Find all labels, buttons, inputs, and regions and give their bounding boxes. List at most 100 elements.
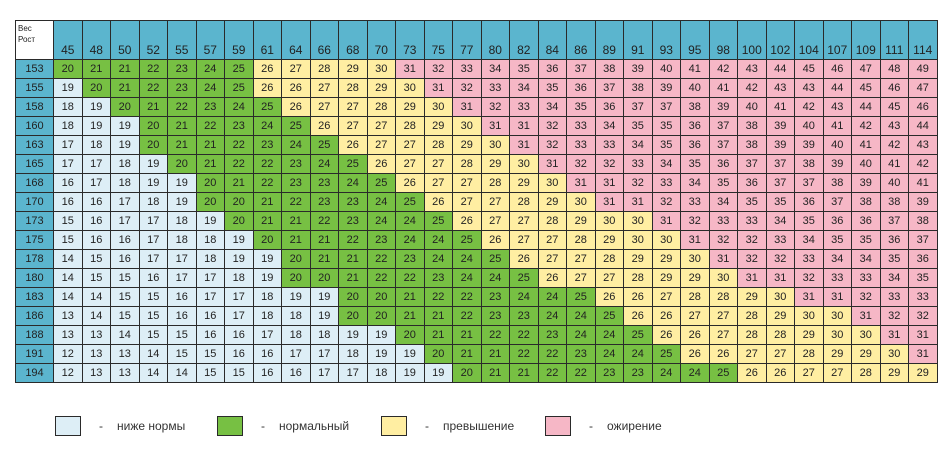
bmi-cell: 31 <box>651 211 681 231</box>
weight-header-109: 109 <box>851 20 881 60</box>
bmi-cell: 33 <box>794 249 824 269</box>
bmi-cell: 31 <box>879 325 909 345</box>
bmi-cell: 28 <box>566 230 596 250</box>
bmi-cell: 38 <box>594 59 624 79</box>
bmi-cell: 29 <box>537 192 567 212</box>
bmi-cell: 29 <box>509 173 539 193</box>
bmi-cell: 26 <box>708 344 738 364</box>
bmi-cell: 24 <box>366 211 396 231</box>
bmi-cell: 19 <box>423 363 453 383</box>
bmi-cell: 39 <box>794 135 824 155</box>
bmi-cell: 19 <box>138 154 168 174</box>
bmi-cell: 27 <box>794 363 824 383</box>
bmi-cell: 17 <box>167 268 197 288</box>
bmi-cell: 30 <box>594 211 624 231</box>
bmi-cell: 31 <box>594 192 624 212</box>
bmi-cell: 29 <box>395 97 425 117</box>
bmi-cell: 16 <box>138 268 168 288</box>
bmi-cell: 19 <box>53 78 83 98</box>
bmi-cell: 27 <box>822 363 852 383</box>
bmi-cell: 21 <box>423 325 453 345</box>
bmi-cell: 20 <box>423 344 453 364</box>
bmi-cell: 20 <box>195 173 225 193</box>
bmi-cell: 17 <box>338 363 368 383</box>
bmi-cell: 17 <box>138 230 168 250</box>
bmi-cell: 16 <box>53 192 83 212</box>
bmi-cell: 31 <box>594 173 624 193</box>
bmi-cell: 34 <box>708 192 738 212</box>
bmi-cell: 27 <box>708 306 738 326</box>
bmi-cell: 36 <box>822 211 852 231</box>
bmi-cell: 27 <box>338 97 368 117</box>
bmi-cell: 17 <box>195 268 225 288</box>
bmi-cell: 28 <box>395 116 425 136</box>
weight-header-111: 111 <box>879 20 909 60</box>
bmi-cell: 40 <box>651 59 681 79</box>
bmi-cell: 32 <box>480 97 510 117</box>
bmi-cell: 19 <box>167 192 197 212</box>
bmi-cell: 21 <box>395 306 425 326</box>
bmi-cell: 14 <box>138 363 168 383</box>
bmi-cell: 26 <box>623 287 653 307</box>
bmi-cell: 30 <box>480 135 510 155</box>
bmi-cell: 37 <box>879 211 909 231</box>
bmi-cell: 29 <box>879 363 909 383</box>
height-label-191: 191 <box>15 344 54 364</box>
weight-header-68: 68 <box>338 20 368 60</box>
bmi-cell: 42 <box>737 78 767 98</box>
bmi-cell: 23 <box>167 78 197 98</box>
bmi-cell: 39 <box>623 59 653 79</box>
bmi-cell: 15 <box>53 211 83 231</box>
bmi-cell: 24 <box>281 135 311 155</box>
bmi-cell: 18 <box>195 230 225 250</box>
bmi-cell: 30 <box>395 78 425 98</box>
bmi-cell: 19 <box>366 325 396 345</box>
weight-header-77: 77 <box>452 20 482 60</box>
bmi-cell: 30 <box>680 249 710 269</box>
weight-header-75: 75 <box>423 20 453 60</box>
bmi-cell: 39 <box>765 116 795 136</box>
bmi-cell: 33 <box>566 135 596 155</box>
height-label-158: 158 <box>15 97 54 117</box>
bmi-cell: 23 <box>281 173 311 193</box>
bmi-cell: 27 <box>509 211 539 231</box>
bmi-cell: 24 <box>366 192 396 212</box>
corner-label-weight: Вес <box>18 24 32 33</box>
bmi-cell: 32 <box>908 306 938 326</box>
height-label-180: 180 <box>15 268 54 288</box>
bmi-cell: 38 <box>879 192 909 212</box>
bmi-cell: 16 <box>53 173 83 193</box>
bmi-cell: 45 <box>879 97 909 117</box>
bmi-cell: 22 <box>480 325 510 345</box>
bmi-cell: 36 <box>851 211 881 231</box>
legend-dash: - <box>589 419 593 433</box>
bmi-cell: 30 <box>623 230 653 250</box>
weight-header-52: 52 <box>138 20 168 60</box>
bmi-cell: 23 <box>594 363 624 383</box>
bmi-cell: 21 <box>395 287 425 307</box>
bmi-cell: 35 <box>537 78 567 98</box>
bmi-cell: 21 <box>224 173 254 193</box>
bmi-cell: 24 <box>452 249 482 269</box>
bmi-cell: 13 <box>53 325 83 345</box>
bmi-cell: 28 <box>765 325 795 345</box>
bmi-cell: 28 <box>680 287 710 307</box>
bmi-cell: 20 <box>167 154 197 174</box>
weight-header-48: 48 <box>81 20 111 60</box>
bmi-cell: 25 <box>452 230 482 250</box>
bmi-cell: 21 <box>509 363 539 383</box>
bmi-cell: 19 <box>252 268 282 288</box>
legend-swatch-obese <box>545 416 571 436</box>
bmi-cell: 17 <box>53 135 83 155</box>
bmi-cell: 27 <box>309 78 339 98</box>
bmi-cell: 21 <box>138 97 168 117</box>
bmi-cell: 18 <box>281 306 311 326</box>
height-label-194: 194 <box>15 363 54 383</box>
bmi-cell: 23 <box>509 306 539 326</box>
bmi-cell: 32 <box>737 249 767 269</box>
bmi-cell: 17 <box>281 344 311 364</box>
bmi-cell: 37 <box>708 135 738 155</box>
bmi-cell: 15 <box>110 287 140 307</box>
bmi-cell: 47 <box>908 78 938 98</box>
bmi-cell: 17 <box>252 325 282 345</box>
